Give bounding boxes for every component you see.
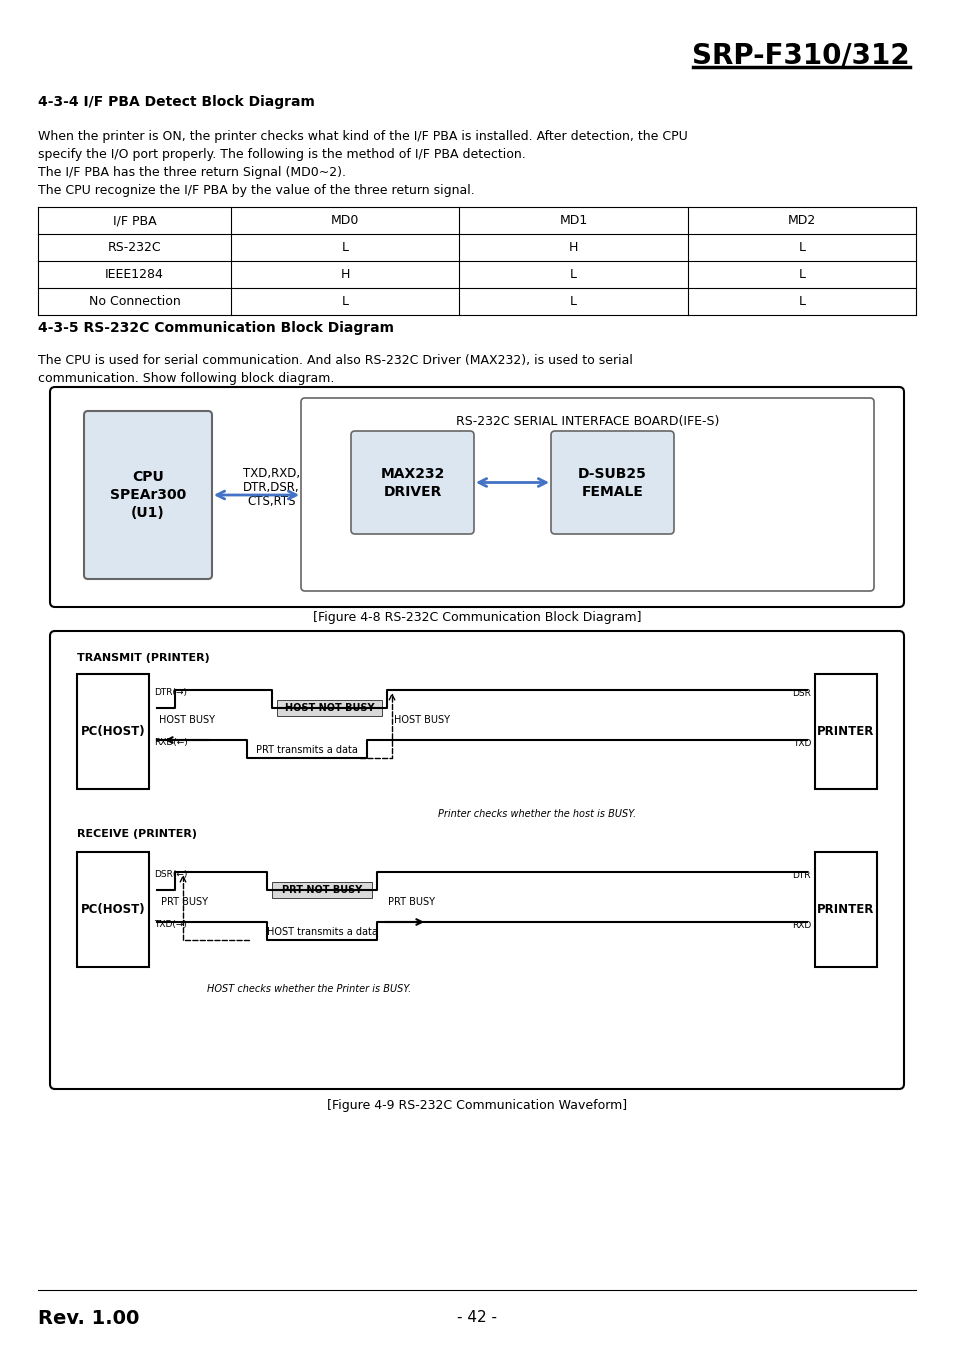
Text: PRT transmits a data: PRT transmits a data: [255, 745, 357, 755]
Text: HOST BUSY: HOST BUSY: [394, 716, 450, 725]
Text: FEMALE: FEMALE: [581, 485, 642, 498]
Text: SRP-F310/312: SRP-F310/312: [692, 40, 909, 69]
Text: HOST transmits a data: HOST transmits a data: [266, 927, 377, 937]
Text: L: L: [570, 269, 577, 281]
Bar: [77, 852, 149, 967]
Text: communication. Show following block diagram.: communication. Show following block diag…: [38, 373, 334, 385]
Bar: [272, 882, 372, 898]
Text: HOST BUSY: HOST BUSY: [159, 716, 214, 725]
Text: RECEIVE (PRINTER): RECEIVE (PRINTER): [77, 829, 196, 838]
Text: D-SUB25: D-SUB25: [578, 467, 646, 481]
Text: 4-3-5 RS-232C Communication Block Diagram: 4-3-5 RS-232C Communication Block Diagra…: [38, 321, 394, 335]
Text: PRT BUSY: PRT BUSY: [388, 896, 435, 907]
FancyBboxPatch shape: [551, 431, 673, 535]
Bar: [814, 852, 876, 967]
Text: Printer checks whether the host is BUSY.: Printer checks whether the host is BUSY.: [437, 809, 636, 819]
Text: PC(HOST): PC(HOST): [81, 725, 145, 738]
Text: DTR: DTR: [792, 871, 810, 879]
Text: MD2: MD2: [787, 215, 815, 227]
Bar: [77, 674, 149, 788]
Text: DSR: DSR: [791, 688, 810, 698]
Text: DRIVER: DRIVER: [383, 485, 441, 498]
Text: I/F PBA: I/F PBA: [112, 215, 156, 227]
FancyBboxPatch shape: [50, 630, 903, 1089]
Text: HOST checks whether the Printer is BUSY.: HOST checks whether the Printer is BUSY.: [207, 984, 411, 994]
FancyBboxPatch shape: [50, 387, 903, 608]
Text: HOST NOT BUSY: HOST NOT BUSY: [284, 703, 374, 713]
Text: PRINTER: PRINTER: [817, 725, 874, 738]
Text: TRANSMIT (PRINTER): TRANSMIT (PRINTER): [77, 653, 210, 663]
Text: MD0: MD0: [331, 215, 359, 227]
Text: DTR(→): DTR(→): [153, 688, 187, 698]
Text: RS-232C: RS-232C: [108, 242, 161, 254]
Text: L: L: [798, 296, 804, 308]
Text: 4-3-4 I/F PBA Detect Block Diagram: 4-3-4 I/F PBA Detect Block Diagram: [38, 95, 314, 109]
Text: CPU: CPU: [132, 470, 164, 485]
Text: TXD(→): TXD(→): [153, 921, 187, 930]
Text: The I/F PBA has the three return Signal (MD0~2).: The I/F PBA has the three return Signal …: [38, 166, 346, 180]
Text: Rev. 1.00: Rev. 1.00: [38, 1308, 139, 1327]
Text: PRT BUSY: PRT BUSY: [161, 896, 209, 907]
Text: The CPU recognize the I/F PBA by the value of the three return signal.: The CPU recognize the I/F PBA by the val…: [38, 184, 475, 197]
Text: CTS,RTS: CTS,RTS: [247, 494, 295, 508]
Text: [Figure 4-8 RS-232C Communication Block Diagram]: [Figure 4-8 RS-232C Communication Block …: [313, 612, 640, 625]
Text: SPEAr300: SPEAr300: [110, 487, 186, 502]
Text: L: L: [570, 296, 577, 308]
Text: RXD: RXD: [791, 921, 810, 930]
Text: L: L: [341, 296, 349, 308]
Text: [Figure 4-9 RS-232C Communication Waveform]: [Figure 4-9 RS-232C Communication Wavefo…: [327, 1099, 626, 1112]
Text: IEEE1284: IEEE1284: [105, 269, 164, 281]
Text: H: H: [340, 269, 350, 281]
Text: RS-232C SERIAL INTERFACE BOARD(IFE-S): RS-232C SERIAL INTERFACE BOARD(IFE-S): [456, 416, 719, 428]
Text: When the printer is ON, the printer checks what kind of the I/F PBA is installed: When the printer is ON, the printer chec…: [38, 130, 687, 143]
Text: RXD(←): RXD(←): [153, 738, 188, 748]
Text: PC(HOST): PC(HOST): [81, 903, 145, 917]
Text: PRINTER: PRINTER: [817, 903, 874, 917]
Text: The CPU is used for serial communication. And also RS-232C Driver (MAX232), is u: The CPU is used for serial communication…: [38, 354, 632, 367]
Text: DTR,DSR,: DTR,DSR,: [243, 481, 299, 494]
FancyBboxPatch shape: [301, 398, 873, 591]
Text: specify the I/O port properly. The following is the method of I/F PBA detection.: specify the I/O port properly. The follo…: [38, 148, 525, 161]
Text: DSR(←): DSR(←): [153, 871, 187, 879]
Text: MAX232: MAX232: [380, 467, 444, 481]
Text: PRT NOT BUSY: PRT NOT BUSY: [281, 886, 362, 895]
Text: H: H: [568, 242, 578, 254]
Text: L: L: [798, 269, 804, 281]
FancyBboxPatch shape: [351, 431, 474, 535]
Text: MD1: MD1: [558, 215, 587, 227]
Text: L: L: [798, 242, 804, 254]
Text: (U1): (U1): [131, 506, 165, 520]
Bar: [814, 674, 876, 788]
Text: L: L: [341, 242, 349, 254]
Text: TXD: TXD: [792, 738, 810, 748]
Text: No Connection: No Connection: [89, 296, 180, 308]
FancyBboxPatch shape: [84, 410, 212, 579]
Text: TXD,RXD,: TXD,RXD,: [243, 467, 300, 479]
Text: - 42 -: - 42 -: [456, 1311, 497, 1326]
Bar: [276, 701, 381, 716]
